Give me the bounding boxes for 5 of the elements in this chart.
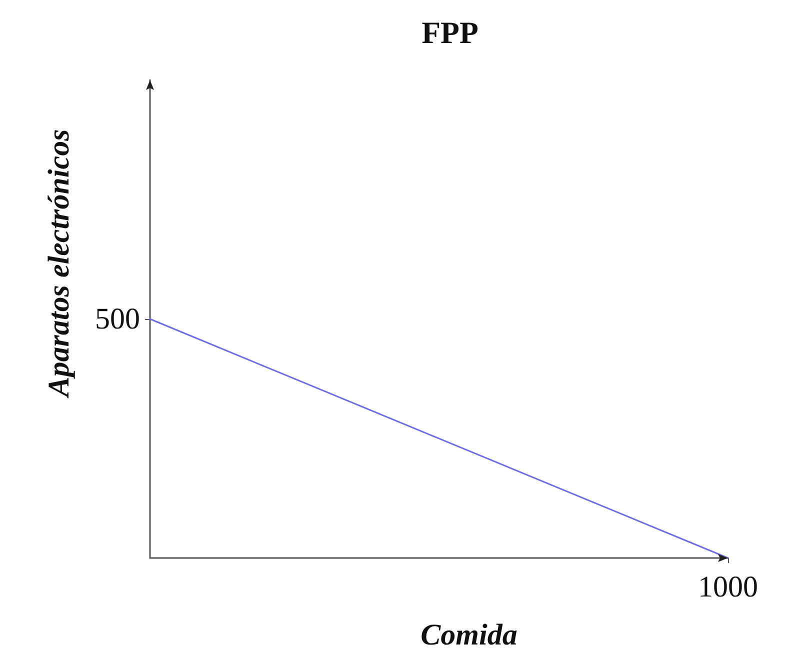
chart-title: FPP (422, 15, 478, 50)
text: 1000 (698, 570, 758, 604)
annotation: 500 (95, 302, 140, 336)
x-axis-title: Comida (420, 618, 518, 652)
y-axis-title: Aparatos electrónicos (42, 129, 76, 399)
